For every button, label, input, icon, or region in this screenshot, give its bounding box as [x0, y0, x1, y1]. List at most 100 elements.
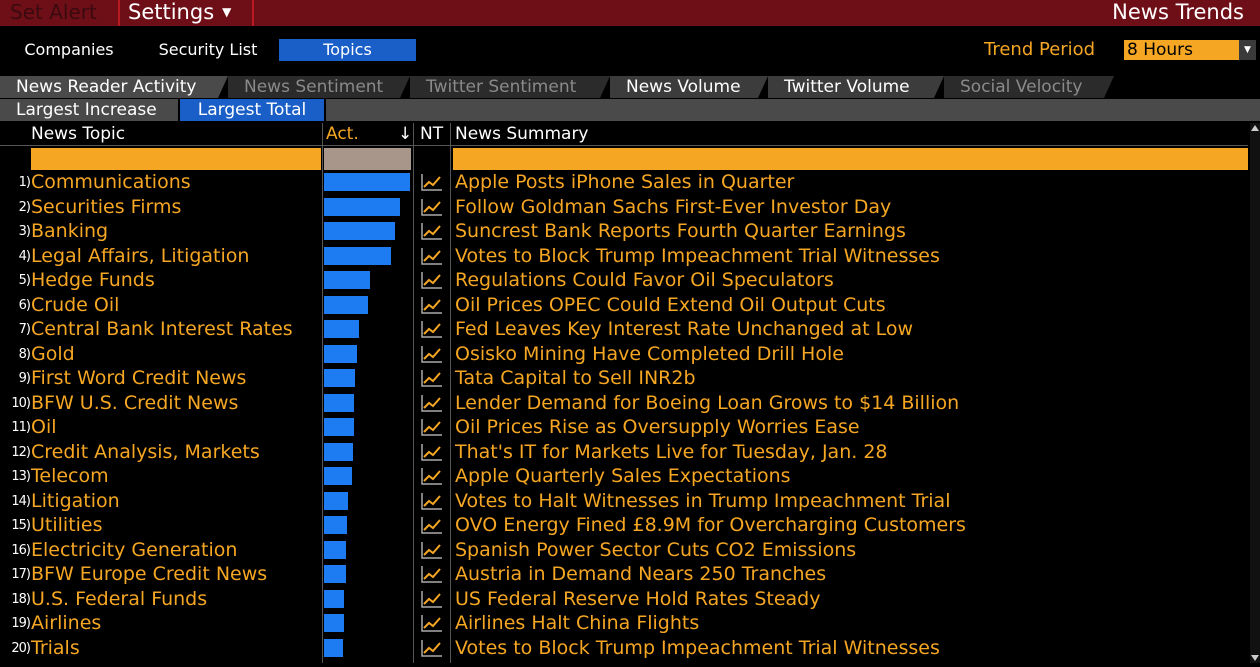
- news-trend-chart-icon[interactable]: [420, 270, 444, 290]
- table-row[interactable]: 15) Utilities OVO Energy Fined £8.9M for O…: [0, 513, 1248, 537]
- news-topic-link[interactable]: First Word Credit News: [31, 367, 247, 389]
- news-topic-link[interactable]: Litigation: [31, 489, 120, 512]
- news-topic-link[interactable]: Airlines: [31, 612, 102, 634]
- news-summary-link[interactable]: Oil Prices OPEC Could Extend Oil Output …: [455, 293, 886, 316]
- table-row[interactable]: 16) Electricity Generation Spanish Power S…: [0, 538, 1248, 562]
- news-topic-link[interactable]: Credit Analysis, Markets: [31, 440, 260, 463]
- table-row[interactable]: 7) Central Bank Interest Rates Fed Leaves …: [0, 317, 1248, 341]
- news-topic-link[interactable]: Crude Oil: [31, 293, 120, 316]
- news-summary-link[interactable]: Votes to Block Trump Impeachment Trial W…: [455, 244, 940, 267]
- news-topic-link[interactable]: Central Bank Interest Rates: [31, 318, 293, 340]
- summary-filter-input[interactable]: [453, 148, 1248, 170]
- table-row[interactable]: 18) U.S. Federal Funds US Federal Reserve …: [0, 587, 1248, 611]
- news-summary-link[interactable]: That's IT for Markets Live for Tuesday, …: [455, 440, 888, 463]
- news-summary-link[interactable]: Regulations Could Favor Oil Speculators: [455, 269, 834, 291]
- table-row[interactable]: 20) Trials Votes to Block Trump Impeachmen…: [0, 636, 1248, 660]
- news-summary-link[interactable]: Fed Leaves Key Interest Rate Unchanged a…: [455, 318, 914, 340]
- table-row[interactable]: 2) Securities Firms Follow Goldman Sachs F…: [0, 195, 1248, 219]
- table-scrollbar[interactable]: [1250, 123, 1260, 663]
- news-summary-link[interactable]: US Federal Reserve Hold Rates Steady: [455, 587, 821, 610]
- news-topic-link[interactable]: BFW Europe Credit News: [31, 563, 268, 585]
- news-trend-chart-icon[interactable]: [420, 442, 444, 462]
- news-topic-link[interactable]: Electricity Generation: [31, 538, 238, 561]
- table-row[interactable]: 12) Credit Analysis, Markets That's IT for…: [0, 440, 1248, 464]
- news-topic-link[interactable]: Telecom: [31, 465, 109, 487]
- news-summary-link[interactable]: Lender Demand for Boeing Loan Grows to $…: [455, 391, 960, 414]
- tab-largest-total[interactable]: Largest Total: [180, 99, 324, 121]
- news-trend-chart-icon[interactable]: [420, 221, 444, 241]
- news-summary-link[interactable]: Spanish Power Sector Cuts CO2 Emissions: [455, 538, 857, 561]
- news-summary-link[interactable]: Tata Capital to Sell INR2b: [455, 367, 696, 389]
- news-trend-chart-icon[interactable]: [420, 540, 444, 560]
- news-topic-link[interactable]: Securities Firms: [31, 195, 182, 218]
- news-trend-chart-icon[interactable]: [420, 417, 444, 437]
- news-trend-chart-icon[interactable]: [420, 197, 444, 217]
- activity-filter-input[interactable]: [324, 148, 411, 170]
- news-topic-link[interactable]: BFW U.S. Credit News: [31, 391, 239, 414]
- news-summary-link[interactable]: Suncrest Bank Reports Fourth Quarter Ear…: [455, 220, 906, 242]
- news-trend-chart-icon[interactable]: [420, 491, 444, 511]
- news-trend-chart-icon[interactable]: [420, 613, 444, 633]
- table-row[interactable]: 14) Litigation Votes to Halt Witnesses in …: [0, 489, 1248, 513]
- news-summary-link[interactable]: Follow Goldman Sachs First-Ever Investor…: [455, 195, 892, 218]
- news-topic-link[interactable]: U.S. Federal Funds: [31, 587, 208, 610]
- tab-news-volume[interactable]: News Volume: [610, 76, 768, 98]
- news-summary-link[interactable]: Airlines Halt China Flights: [455, 612, 700, 634]
- news-topic-link[interactable]: Oil: [31, 416, 57, 438]
- news-trend-chart-icon[interactable]: [420, 393, 444, 413]
- table-row[interactable]: 1) Communications Apple Posts iPhone Sales…: [0, 170, 1248, 194]
- settings-menu[interactable]: Settings ▼: [122, 0, 231, 26]
- news-trend-chart-icon[interactable]: [420, 515, 444, 535]
- news-summary-link[interactable]: Austria in Demand Nears 250 Tranches: [455, 563, 827, 585]
- sort-down-icon[interactable]: ↓: [398, 124, 413, 144]
- table-row[interactable]: 6) Crude Oil Oil Prices OPEC Could Extend …: [0, 293, 1248, 317]
- tab-largest-increase[interactable]: Largest Increase: [0, 99, 178, 121]
- news-summary-link[interactable]: OVO Energy Fined £8.9M for Overcharging …: [455, 514, 966, 536]
- column-header-activity[interactable]: Act.: [326, 124, 359, 144]
- column-header-news-topic[interactable]: News Topic: [31, 124, 126, 144]
- news-summary-link[interactable]: Oil Prices Rise as Oversupply Worries Ea…: [455, 416, 860, 438]
- news-summary-link[interactable]: Apple Quarterly Sales Expectations: [455, 465, 791, 487]
- news-trend-chart-icon[interactable]: [420, 564, 444, 584]
- table-row[interactable]: 11) Oil Oil Prices Rise as Oversupply Worr…: [0, 415, 1248, 439]
- news-topic-link[interactable]: Banking: [31, 220, 109, 242]
- news-trend-chart-icon[interactable]: [420, 295, 444, 315]
- table-row[interactable]: 9) First Word Credit News Tata Capital to …: [0, 366, 1248, 390]
- table-row[interactable]: 4) Legal Affairs, Litigation Votes to Bloc…: [0, 244, 1248, 268]
- news-trend-chart-icon[interactable]: [420, 589, 444, 609]
- news-topic-link[interactable]: Utilities: [31, 514, 103, 536]
- scroll-down-icon[interactable]: [1251, 655, 1259, 661]
- news-summary-link[interactable]: Votes to Block Trump Impeachment Trial W…: [455, 636, 940, 659]
- table-row[interactable]: 3) Banking Suncrest Bank Reports Fourth Qu…: [0, 219, 1248, 243]
- chevron-down-icon[interactable]: ▼: [1239, 40, 1256, 60]
- table-row[interactable]: 19) Airlines Airlines Halt China Flights: [0, 611, 1248, 635]
- news-trend-chart-icon[interactable]: [420, 368, 444, 388]
- news-trend-chart-icon[interactable]: [420, 246, 444, 266]
- table-row[interactable]: 5) Hedge Funds Regulations Could Favor Oil…: [0, 268, 1248, 292]
- news-summary-link[interactable]: Apple Posts iPhone Sales in Quarter: [455, 171, 795, 193]
- tab-twitter-volume[interactable]: Twitter Volume: [768, 76, 944, 98]
- news-trend-chart-icon[interactable]: [420, 466, 444, 486]
- tab-twitter-sentiment[interactable]: Twitter Sentiment: [410, 76, 610, 98]
- column-header-news-summary[interactable]: News Summary: [455, 124, 589, 144]
- news-trend-chart-icon[interactable]: [420, 344, 444, 364]
- news-summary-link[interactable]: Votes to Halt Witnesses in Trump Impeach…: [455, 489, 951, 512]
- news-topic-link[interactable]: Hedge Funds: [31, 269, 155, 291]
- news-trend-chart-icon[interactable]: [420, 319, 444, 339]
- table-row[interactable]: 8) Gold Osisko Mining Have Completed Drill…: [0, 342, 1248, 366]
- table-row[interactable]: 10) BFW U.S. Credit News Lender Demand for…: [0, 391, 1248, 415]
- tab-news-sentiment[interactable]: News Sentiment: [228, 76, 410, 98]
- tab-topics[interactable]: Topics: [279, 39, 416, 61]
- tab-social-velocity[interactable]: Social Velocity: [944, 76, 1114, 98]
- news-topic-link[interactable]: Legal Affairs, Litigation: [31, 244, 250, 267]
- column-header-nt[interactable]: NT: [420, 124, 444, 144]
- tab-companies[interactable]: Companies: [24, 40, 114, 59]
- news-trend-chart-icon[interactable]: [420, 638, 444, 658]
- trend-period-select[interactable]: 8 Hours ▼: [1124, 40, 1256, 60]
- set-alert-button[interactable]: Set Alert: [10, 0, 97, 24]
- tab-security-list[interactable]: Security List: [158, 40, 258, 59]
- scroll-up-icon[interactable]: [1251, 125, 1259, 131]
- news-trend-chart-icon[interactable]: [420, 172, 444, 192]
- news-summary-link[interactable]: Osisko Mining Have Completed Drill Hole: [455, 342, 844, 365]
- news-topic-link[interactable]: Trials: [31, 636, 80, 659]
